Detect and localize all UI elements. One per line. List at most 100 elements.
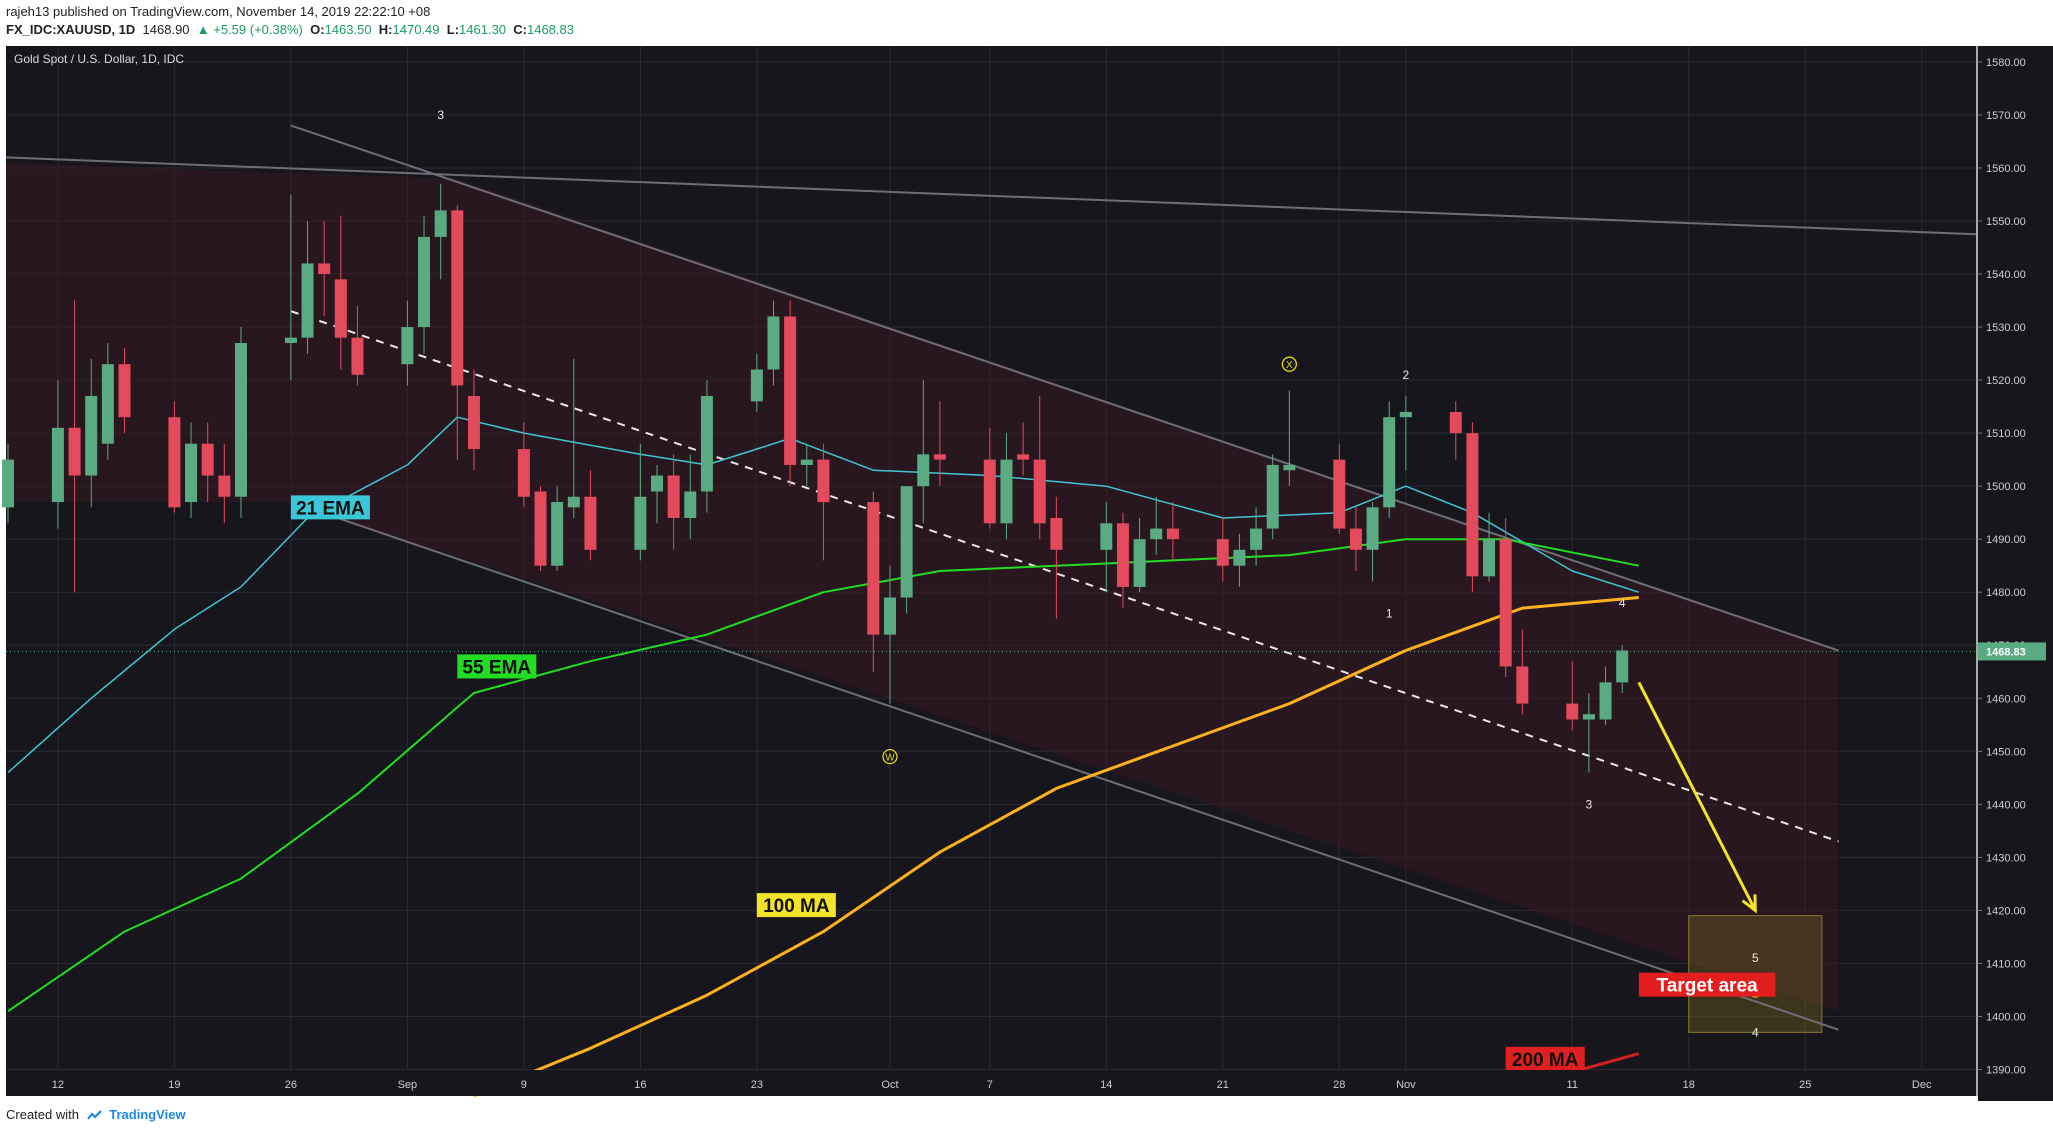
ema21-label-bg [290, 495, 370, 520]
candle-body [284, 337, 297, 343]
candle-body [1000, 459, 1013, 524]
candle [1566, 661, 1579, 731]
candle [667, 454, 680, 550]
candle [867, 491, 880, 672]
candle [750, 353, 763, 412]
tradingview-logo-icon [86, 1110, 102, 1120]
candle-body [750, 369, 763, 402]
candle-body [767, 316, 780, 370]
candle [1599, 666, 1612, 725]
y-tick-label: 1480.00 [1986, 587, 2026, 599]
candle [1116, 512, 1129, 609]
candle-body [1100, 523, 1113, 550]
candle [933, 401, 946, 487]
last-price: 1468.90 [142, 22, 190, 37]
candle [883, 565, 896, 704]
wave-label: 1 [1386, 606, 1393, 620]
candle [351, 305, 364, 386]
candle [1383, 401, 1396, 518]
wave-label: 5 [1752, 951, 1759, 965]
candle-body [2, 459, 14, 508]
y-tick-label: 1390.00 [1986, 1064, 2026, 1076]
candle [301, 221, 314, 354]
candle [983, 427, 996, 529]
candle-body [1216, 539, 1229, 566]
candle-body [1499, 539, 1512, 667]
candle-body [1333, 459, 1346, 529]
candle [1100, 502, 1113, 593]
y-tick-label: 1530.00 [1986, 322, 2026, 334]
y-tick-label: 1410.00 [1986, 958, 2026, 970]
x-axis-bg [6, 1070, 1976, 1096]
candle [1166, 502, 1179, 561]
candle-body [85, 396, 98, 476]
x-tick-label: 7 [987, 1079, 993, 1091]
chart-header: rajeh13 published on TradingView.com, No… [0, 0, 2053, 46]
indicator-labels: 21 EMA 55 EMA 100 MA 200 MA Target area [290, 495, 1776, 1071]
candle-body [1017, 454, 1030, 460]
candle [1333, 443, 1346, 534]
publish-text: rajeh13 published on TradingView.com, No… [6, 4, 431, 19]
ma200-label-bg [1505, 1046, 1585, 1071]
wave-annotations: 3X2143W5Y4 [437, 108, 1763, 1039]
candle-body [900, 486, 913, 598]
candle [534, 486, 547, 571]
y-tick-label: 1550.00 [1986, 216, 2026, 228]
x-tick-label: 9 [521, 1079, 527, 1091]
candle-body [1233, 549, 1246, 566]
price-change: ▲ +5.59 (+0.38%) [196, 22, 303, 37]
high-key: H: [378, 22, 393, 37]
close-value: 1468.83 [526, 22, 574, 37]
y-tick-label: 1570.00 [1986, 110, 2026, 122]
tradingview-link[interactable]: TradingView [109, 1107, 186, 1122]
high-value: 1470.49 [392, 22, 440, 37]
candle [917, 380, 930, 524]
candle-body [68, 427, 81, 476]
projection-arrow [1637, 681, 1757, 912]
open-value: 1463.50 [324, 22, 372, 37]
candle-body [534, 491, 547, 566]
candle [418, 215, 431, 354]
y-tick-label: 1420.00 [1986, 905, 2026, 917]
candle [1283, 390, 1296, 487]
x-tick-label: Dec [1912, 1079, 1932, 1091]
last-price-tag [1978, 642, 2046, 661]
last-price-tag-label: 1468.83 [1986, 646, 2026, 658]
candle-body [517, 449, 530, 497]
candle-body [1599, 682, 1612, 720]
y-tick-label: 1450.00 [1986, 746, 2026, 758]
candle-body [234, 342, 247, 497]
candle [1483, 512, 1496, 582]
wave-label: X [1286, 360, 1293, 371]
y-axis-bg [1978, 46, 2053, 1101]
y-tick-label: 1540.00 [1986, 269, 2026, 281]
x-tick-label: 26 [285, 1079, 297, 1091]
candle [451, 205, 464, 460]
candle [1250, 507, 1263, 566]
created-with: Created with [6, 1107, 79, 1122]
candle [767, 300, 780, 386]
y-tick-label: 1520.00 [1986, 375, 2026, 387]
ma100-label-text: 100 MA [763, 896, 830, 917]
mid-channel-dashed-line [290, 310, 1839, 843]
candle-body [1449, 411, 1462, 434]
y-tick-label: 1440.00 [1986, 799, 2026, 811]
candle-body [1150, 528, 1163, 540]
candle-body [933, 454, 946, 460]
candle [1366, 502, 1379, 582]
x-axis[interactable]: 12 19 26 Sep 9 16 23 Oct 7 14 21 28 Nov 11 18 25 Dec [52, 1079, 1932, 1091]
candle [51, 380, 64, 529]
candle [651, 464, 663, 524]
wave-label: W [885, 753, 895, 764]
candle-body [867, 502, 880, 635]
target-area-label-text: Target area [1657, 976, 1758, 997]
long-resistance-line [5, 156, 1977, 236]
candle-body [883, 597, 896, 635]
candle-body [1399, 411, 1412, 418]
y-axis[interactable]: 1390.00 1400.00 1410.00 1420.00 1430.00 1440.… [1977, 57, 2046, 1077]
candle-body [1033, 459, 1046, 524]
ema55-label-bg [457, 654, 537, 679]
footer: Created with TradingView [6, 1107, 186, 1122]
x-tick-label: Sep [398, 1079, 418, 1091]
